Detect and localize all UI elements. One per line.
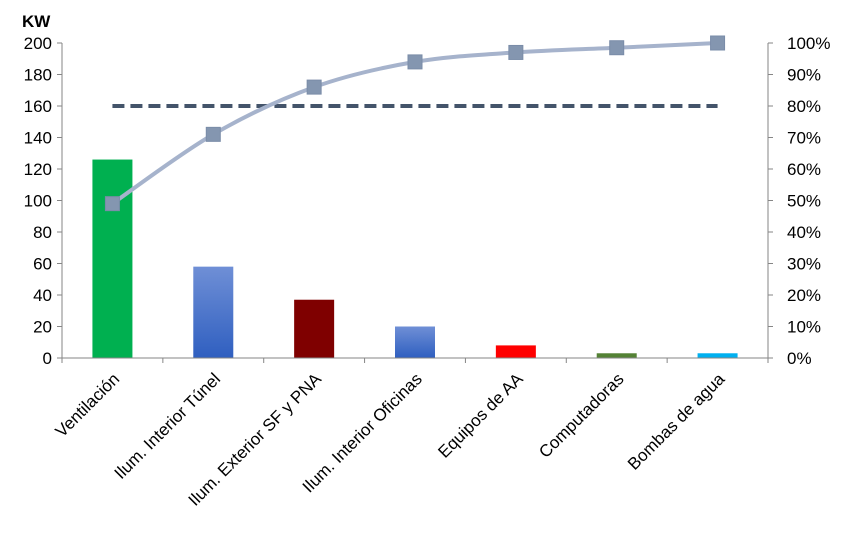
- y2-tick-label: 30%: [787, 255, 821, 274]
- bars: [92, 159, 738, 358]
- bar: [697, 353, 738, 358]
- bar: [92, 159, 133, 358]
- y-tick-label: 40: [33, 286, 52, 305]
- y-tick-label: 100: [24, 192, 52, 211]
- x-category-label: Ventilación: [52, 369, 124, 441]
- x-category-label: Ilum. Interior Túnel: [111, 369, 224, 482]
- y2-tick-label: 60%: [787, 160, 821, 179]
- bar: [395, 326, 435, 358]
- cumulative-point: [205, 126, 221, 142]
- y2-tick-label: 90%: [787, 66, 821, 85]
- y-axis-unit-label: KW: [22, 12, 51, 31]
- bar: [193, 266, 234, 358]
- y2-tick-label: 10%: [787, 318, 821, 337]
- y2-tick-label: 0%: [787, 349, 812, 368]
- cumulative-point: [609, 40, 625, 56]
- x-category-label: Computadoras: [535, 369, 627, 461]
- cumulative-point: [104, 196, 120, 212]
- y-tick-label: 20: [33, 318, 52, 337]
- cumulative-point: [306, 79, 322, 95]
- y2-tick-label: 20%: [787, 286, 821, 305]
- cumulative-point: [407, 54, 423, 70]
- x-category-label: Equipos de AA: [434, 369, 527, 462]
- y-tick-label: 200: [24, 34, 52, 53]
- y-axis-left: 0 20 40 60 80 100 120 140 160 180 200: [24, 34, 63, 368]
- y2-tick-label: 100%: [787, 34, 830, 53]
- y-tick-label: 180: [24, 66, 52, 85]
- y2-tick-label: 50%: [787, 192, 821, 211]
- y-tick-label: 120: [24, 160, 52, 179]
- y2-tick-label: 40%: [787, 223, 821, 242]
- y-tick-label: 0: [43, 349, 52, 368]
- cumulative-line-group: [104, 35, 726, 212]
- y2-tick-label: 80%: [787, 97, 821, 116]
- bar: [495, 345, 536, 358]
- y-tick-label: 60: [33, 255, 52, 274]
- y2-tick-label: 70%: [787, 129, 821, 148]
- y-axis-right: 0% 10% 20% 30% 40% 50% 60% 70% 80% 90% 100%: [767, 34, 830, 368]
- y-tick-label: 140: [24, 129, 52, 148]
- y-tick-label: 160: [24, 97, 52, 116]
- cumulative-point: [710, 35, 726, 51]
- x-category-label: Bombas de agua: [624, 369, 729, 474]
- cumulative-point: [508, 44, 524, 60]
- bar: [596, 353, 637, 358]
- bar: [294, 299, 335, 358]
- y-tick-label: 80: [33, 223, 52, 242]
